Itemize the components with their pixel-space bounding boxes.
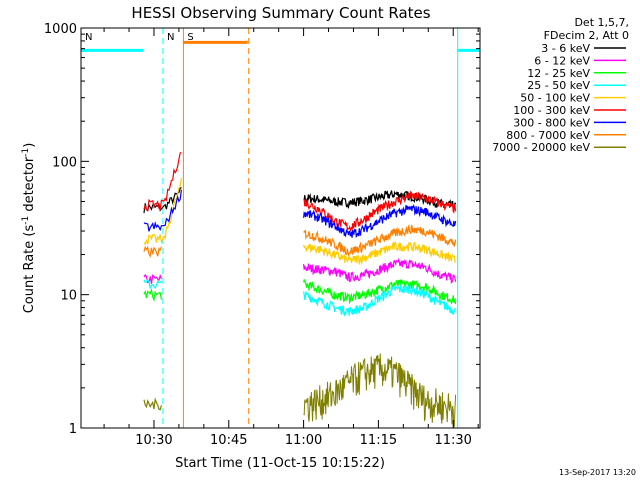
- y-axis-label-sup: -1: [21, 216, 31, 225]
- render-timestamp: 13-Sep-2017 13:20: [559, 468, 636, 477]
- series-line-9: [143, 397, 163, 411]
- legend-label: 7000 - 20000 keV: [492, 141, 590, 154]
- legend-label: 300 - 800 keV: [513, 116, 590, 129]
- series-line-1: [143, 187, 182, 214]
- series-line-7: [302, 203, 457, 238]
- series-line-8: [143, 245, 163, 258]
- y-axis-label: Count Rate (s-1 detector-1): [21, 143, 37, 314]
- legend-header-line: FDecim 2, Att 0: [544, 29, 629, 42]
- series-line-7: [143, 189, 182, 232]
- legend-header-line: Det 1,5,7,: [574, 16, 629, 29]
- chart-title: HESSI Observing Summary Count Rates: [131, 4, 430, 22]
- state-marker-label: S: [187, 32, 193, 43]
- legend-label: 3 - 6 keV: [541, 42, 590, 55]
- series-line-2: [143, 273, 163, 284]
- series-line-6: [303, 190, 457, 233]
- plot-frame: [80, 27, 481, 429]
- series-line-5: [303, 241, 457, 266]
- x-tick-label: 11:15: [360, 433, 397, 448]
- x-tick-label: 11:00: [285, 433, 322, 448]
- series-line-9: [303, 353, 457, 428]
- series-line-3: [303, 278, 457, 305]
- legend-label: 800 - 7000 keV: [506, 129, 590, 142]
- series-line-4: [303, 283, 457, 317]
- y-axis-label-part: ): [22, 143, 37, 148]
- series-line-4: [143, 278, 162, 290]
- y-tick-label: 1000: [44, 22, 77, 37]
- state-marker-label: N: [167, 32, 174, 43]
- series-line-3: [143, 287, 163, 303]
- legend-label: 12 - 25 keV: [527, 67, 590, 80]
- x-tick-label: 11:30: [434, 433, 471, 448]
- y-axis-label-part: Count Rate (s: [22, 225, 37, 314]
- axes: 10:30 10:45 11:00 11:15 11:30 1 10 100 1000: [44, 22, 481, 448]
- x-tick-label: 10:45: [210, 433, 247, 448]
- x-tick-label: 10:30: [135, 433, 172, 448]
- y-tick-label: 10: [60, 289, 77, 304]
- y-tick-label: 100: [52, 155, 77, 170]
- y-axis-label-sup: -1: [21, 148, 31, 157]
- x-axis-label: Start Time (11-Oct-15 10:15:22): [175, 456, 385, 471]
- series-line-2: [302, 257, 457, 284]
- state-marker-label: N: [85, 32, 92, 43]
- series-line-1: [303, 190, 457, 211]
- legend-label: 50 - 100 keV: [520, 92, 590, 105]
- legend-label: 6 - 12 keV: [534, 54, 590, 67]
- series-line-6: [143, 151, 182, 212]
- series-line-8: [303, 223, 457, 257]
- y-tick-label: 1: [69, 422, 77, 437]
- series-line-5: [143, 177, 182, 246]
- legend-label: 100 - 300 keV: [513, 104, 590, 117]
- legend-label: 25 - 50 keV: [527, 79, 590, 92]
- y-axis-label-part: detector: [22, 156, 37, 216]
